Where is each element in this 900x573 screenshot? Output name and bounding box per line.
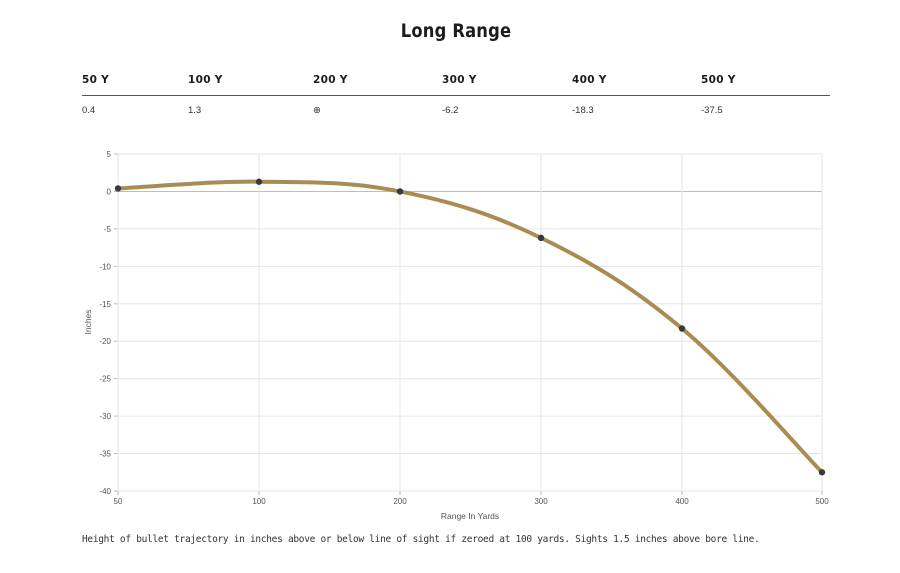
- chart-caption: Height of bullet trajectory in inches ab…: [82, 534, 760, 545]
- table-cell-100y: 1.3: [188, 105, 202, 116]
- x-axis-label: Range In Yards: [441, 511, 499, 521]
- table-header-200y: 200 Y: [313, 74, 348, 86]
- x-tick-label: 500: [815, 497, 829, 506]
- trajectory-line: [116, 179, 824, 475]
- y-axis-label: Inches: [83, 309, 93, 334]
- page-title: Long Range: [400, 20, 512, 42]
- table-header-row: 50 Y 100 Y 200 Y 300 Y 400 Y 500 Y: [82, 74, 830, 96]
- ballistics-table: 50 Y 100 Y 200 Y 300 Y 400 Y 500 Y 0.4 1…: [82, 74, 830, 120]
- data-points: [114, 178, 826, 476]
- data-point: [114, 185, 122, 192]
- x-tick-label: 100: [252, 497, 266, 506]
- y-tick-label: -35: [99, 450, 111, 459]
- data-point: [678, 325, 686, 332]
- table-header-400y: 400 Y: [572, 74, 607, 86]
- y-tick-label: -10: [99, 262, 111, 271]
- x-tick-label: 300: [534, 497, 548, 506]
- table-cell-400y: -18.3: [572, 105, 594, 116]
- table-cell-300y: -6.2: [442, 105, 459, 116]
- y-tick-label: -15: [99, 300, 111, 309]
- zero-crosshair-icon: ⊕: [313, 105, 321, 116]
- x-tick-label: 400: [675, 497, 689, 506]
- table-cell-500y: -37.5: [701, 105, 723, 116]
- y-tick-label: -25: [99, 375, 111, 384]
- table-header-300y: 300 Y: [442, 74, 477, 86]
- chart-grid: [114, 153, 823, 495]
- table-header-100y: 100 Y: [188, 74, 223, 86]
- y-tick-label: -5: [104, 225, 112, 234]
- y-tick-label: -30: [99, 412, 111, 421]
- data-point: [818, 469, 826, 476]
- data-point: [396, 188, 404, 195]
- y-tick-label: 5: [107, 150, 112, 159]
- y-tick-label: -40: [99, 487, 111, 496]
- x-tick-label: 200: [393, 497, 407, 506]
- data-point: [255, 178, 263, 185]
- y-tick-label: -20: [99, 337, 111, 346]
- table-cell-50y: 0.4: [82, 105, 96, 116]
- data-point: [537, 234, 545, 242]
- y-tick-label: 0: [107, 187, 112, 196]
- x-tick-label: 50: [114, 497, 123, 506]
- table-header-50y: 50 Y: [82, 74, 110, 86]
- table-row: 0.4 1.3 ⊕ -6.2 -18.3 -37.5: [82, 96, 830, 120]
- table-header-500y: 500 Y: [701, 74, 736, 86]
